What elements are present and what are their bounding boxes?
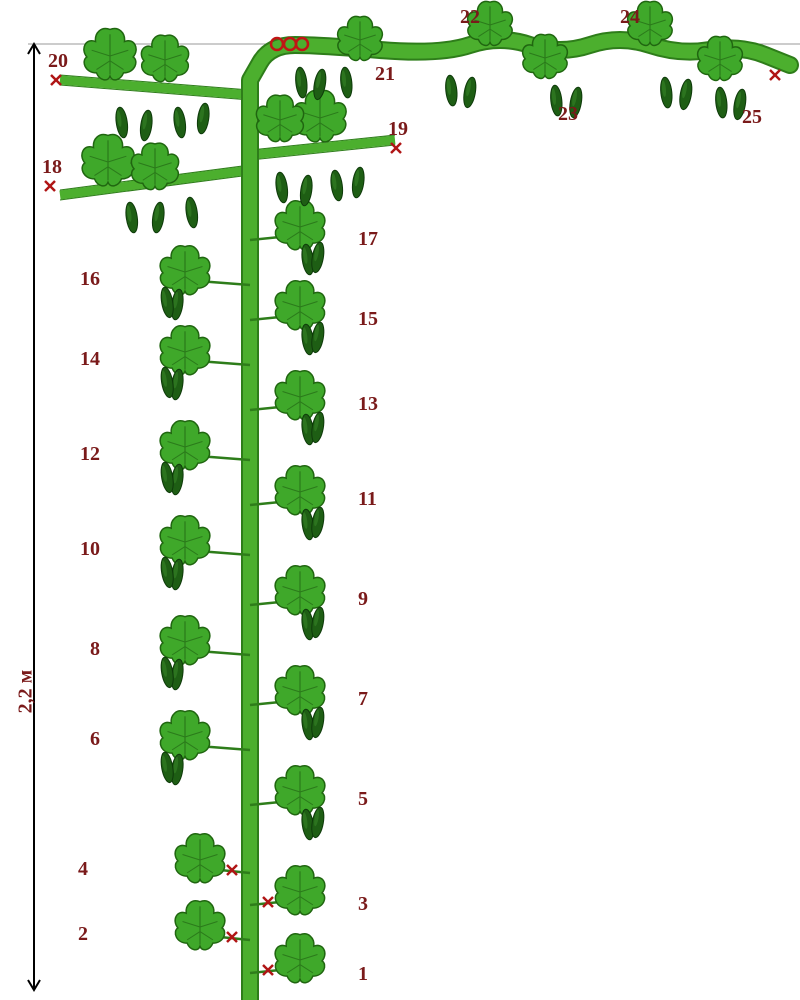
node-label-25: 25: [742, 106, 762, 129]
node-label-14: 14: [80, 348, 100, 371]
node-label-12: 12: [80, 443, 100, 466]
node-label-16: 16: [80, 268, 100, 291]
node-label-23: 23: [558, 103, 578, 126]
node-label-20: 20: [48, 50, 68, 73]
node-label-7: 7: [358, 688, 368, 711]
node-label-9: 9: [358, 588, 368, 611]
node-label-17: 17: [358, 228, 378, 251]
node-label-13: 13: [358, 393, 378, 416]
node-label-21: 21: [375, 63, 395, 86]
node-label-22: 22: [460, 6, 480, 29]
node-label-10: 10: [80, 538, 100, 561]
plant-diagram: [0, 0, 800, 1000]
node-label-18: 18: [42, 156, 62, 179]
node-label-2: 2: [78, 923, 88, 946]
node-label-11: 11: [358, 488, 377, 511]
node-label-8: 8: [90, 638, 100, 661]
node-label-15: 15: [358, 308, 378, 331]
node-label-6: 6: [90, 728, 100, 751]
node-label-3: 3: [358, 893, 368, 916]
node-label-19: 19: [388, 118, 408, 141]
node-label-1: 1: [358, 963, 368, 986]
node-label-24: 24: [620, 6, 640, 29]
node-label-5: 5: [358, 788, 368, 811]
height-label: 2,2 м: [14, 670, 37, 714]
node-label-4: 4: [78, 858, 88, 881]
